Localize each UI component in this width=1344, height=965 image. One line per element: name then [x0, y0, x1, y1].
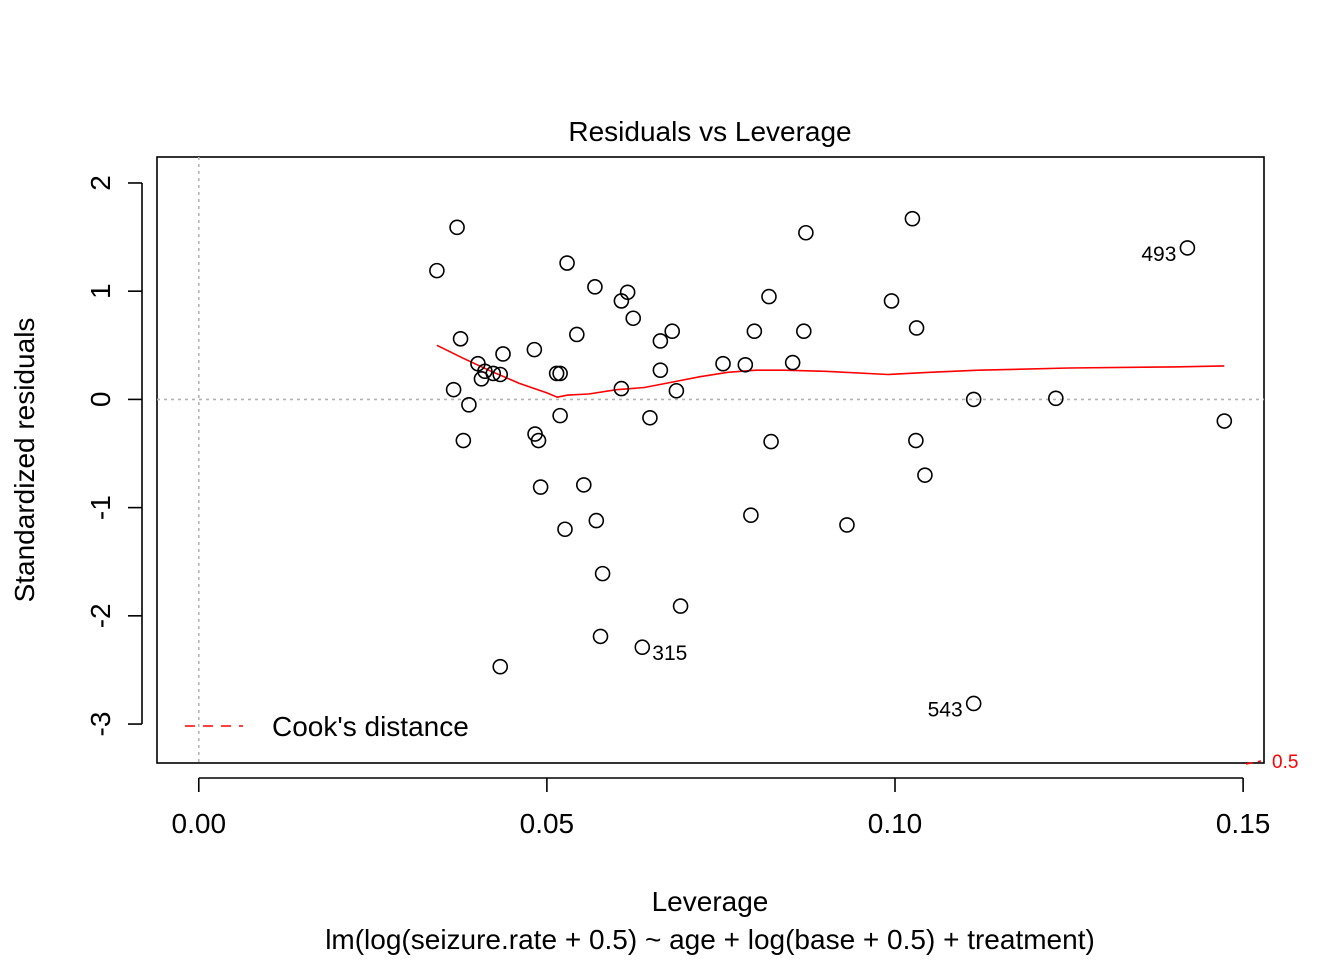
data-point — [1179, 240, 1196, 256]
points-layer — [429, 210, 1233, 712]
data-point — [548, 365, 565, 382]
data-point — [965, 695, 982, 712]
y-axis-label: Standardized residuals — [9, 318, 40, 603]
data-point — [1216, 413, 1233, 429]
y-axis: -3 -2 -1 0 1 2 — [85, 175, 143, 737]
x-tick-label: 0.10 — [868, 808, 923, 839]
data-point — [587, 279, 603, 295]
data-point — [908, 432, 924, 449]
reference-lines — [157, 157, 1264, 763]
data-point — [575, 477, 592, 493]
data-point — [737, 356, 754, 373]
data-point — [530, 432, 547, 449]
data-point — [668, 382, 685, 399]
data-point — [619, 284, 636, 301]
data-point — [445, 381, 462, 398]
data-point — [613, 380, 630, 397]
smoother-layer — [436, 344, 1225, 399]
x-tick-label: 0.05 — [520, 808, 575, 839]
data-point — [559, 255, 575, 271]
data-point — [763, 433, 779, 450]
x-tick-label: 0.00 — [172, 808, 227, 839]
data-point — [652, 333, 669, 349]
point-label: 543 — [928, 698, 963, 721]
x-tick-label: 0.15 — [1216, 808, 1271, 839]
data-point — [664, 323, 681, 340]
model-formula-caption: lm(log(seizure.rate + 0.5) ~ age + log(b… — [325, 924, 1095, 955]
data-point — [761, 288, 777, 305]
data-point — [625, 310, 642, 327]
x-axis-label: Leverage — [652, 886, 769, 917]
data-point — [672, 598, 689, 614]
y-tick-label: 0 — [85, 392, 116, 408]
y-tick-label: 1 — [85, 283, 116, 299]
legend-cooks-distance-label: Cook's distance — [272, 711, 469, 742]
data-point — [552, 365, 568, 382]
data-point — [449, 219, 465, 236]
data-point — [642, 409, 658, 426]
plot-frame — [156, 156, 1265, 764]
data-point — [532, 479, 549, 495]
x-axis: 0.00 0.05 0.10 0.15 — [172, 777, 1271, 839]
data-point — [795, 323, 812, 340]
data-point — [839, 517, 855, 533]
y-tick-label: 2 — [85, 175, 116, 191]
point-label: 493 — [1141, 243, 1176, 266]
data-point — [1048, 390, 1064, 407]
cooks-contour-label: 0.5 — [1272, 752, 1298, 773]
data-point — [652, 362, 669, 378]
data-point — [455, 432, 472, 449]
data-point — [569, 326, 585, 343]
data-point — [526, 341, 543, 358]
data-point — [883, 293, 900, 309]
data-point — [477, 363, 493, 380]
data-point — [485, 365, 502, 382]
data-point — [917, 467, 933, 483]
data-point — [461, 397, 477, 413]
data-point — [715, 355, 731, 372]
chart-title: Residuals vs Leverage — [568, 116, 851, 147]
data-point — [904, 210, 921, 227]
cooks-contour-segment — [1245, 760, 1262, 765]
y-tick-label: -1 — [85, 495, 116, 520]
smoother-line — [436, 344, 1225, 399]
data-point — [495, 346, 511, 362]
y-tick-label: -3 — [85, 712, 116, 737]
data-point — [743, 507, 759, 523]
data-point — [798, 224, 814, 241]
data-point — [784, 354, 801, 371]
data-point — [429, 262, 445, 279]
data-point — [588, 512, 605, 529]
data-point — [965, 391, 982, 408]
data-point — [594, 565, 611, 582]
data-point — [746, 323, 763, 340]
data-point — [634, 639, 651, 656]
data-point — [552, 407, 568, 424]
point-labels-layer: 315 543 493 — [652, 243, 1176, 722]
data-point — [492, 658, 509, 675]
data-point — [557, 521, 573, 538]
data-point — [492, 366, 509, 383]
data-point — [908, 320, 925, 336]
data-point — [592, 628, 609, 645]
legend: Cook's distance — [185, 711, 469, 742]
y-tick-label: -2 — [85, 603, 116, 628]
point-label: 315 — [652, 642, 687, 665]
data-point — [452, 330, 469, 347]
